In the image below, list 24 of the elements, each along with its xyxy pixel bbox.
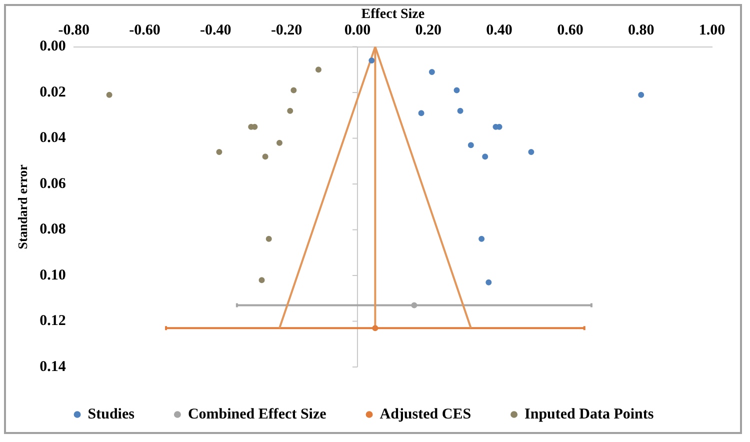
y-tick-label: 0.14 [40, 358, 66, 375]
x-tick-label: 0.40 [486, 22, 512, 39]
y-tick-label: 0.10 [40, 267, 66, 284]
x-axis-title: Effect Size [361, 7, 425, 22]
x-tick-label: 0.60 [557, 22, 584, 39]
y-axis-title: Standard error [15, 164, 30, 250]
x-tick-label: -0.60 [129, 22, 160, 39]
legend-label: Adjusted CES [380, 406, 472, 422]
x-tick-label: -0.80 [58, 22, 90, 39]
y-tick-label: 0.00 [40, 38, 66, 55]
x-tick-label: 0.80 [628, 22, 654, 39]
legend-label: Combined Effect Size [188, 406, 327, 422]
y-tick-label: 0.12 [40, 313, 66, 330]
x-tick-label: 1.00 [698, 22, 726, 39]
x-tick-label: -0.20 [270, 22, 302, 39]
x-tick-label: 0.20 [415, 22, 442, 39]
y-tick-label: 0.04 [40, 130, 66, 146]
y-tick-label: 0.02 [40, 84, 66, 100]
y-tick-label: 0.08 [40, 222, 66, 238]
x-tick-label: 0.00 [344, 22, 371, 39]
y-tick-label: 0.06 [40, 176, 66, 192]
legend-label: Inputed Data Points [524, 406, 654, 422]
x-tick-label: -0.40 [200, 22, 232, 39]
legend-label: Studies [88, 406, 135, 422]
